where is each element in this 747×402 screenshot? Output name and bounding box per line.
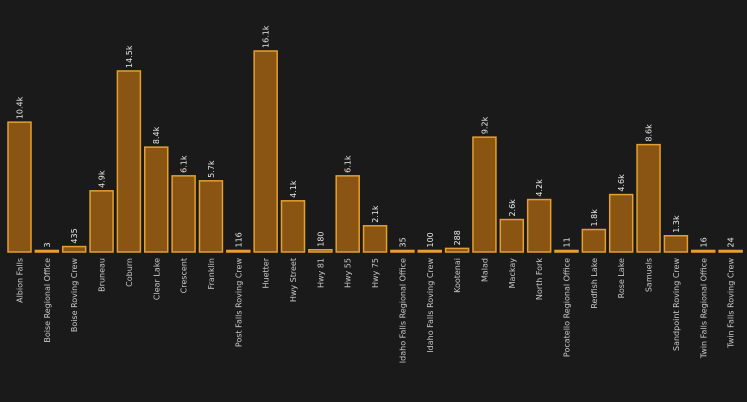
bar — [390, 249, 415, 253]
x-tick-label: Samuels — [645, 258, 654, 292]
value-label: 116 — [234, 232, 243, 247]
bar — [362, 225, 388, 253]
x-tick-label: Idaho Falls Roving Crew — [426, 258, 435, 353]
bar — [335, 175, 360, 253]
bar — [7, 121, 32, 253]
bar — [417, 249, 442, 253]
x-tick-label: Twin Falls Roving Crew — [727, 258, 736, 349]
bar — [608, 193, 634, 253]
x-tick-label: Clear Lake — [152, 258, 161, 300]
x-tick-label: Hwy 75 — [371, 258, 380, 288]
bar — [171, 175, 196, 253]
value-label: 8.6k — [645, 124, 654, 142]
x-tick-label: Malad — [480, 258, 489, 282]
x-tick-label: Bruneau — [98, 258, 107, 292]
x-tick-label: Crescent — [180, 258, 189, 293]
bar — [663, 235, 689, 253]
x-tick-label: Mackay — [508, 258, 517, 289]
bar — [34, 249, 60, 253]
x-tick-label: Albion Falls — [16, 258, 25, 303]
value-label: 435 — [70, 228, 79, 243]
x-tick-label: Sandpoint Roving Crew — [672, 258, 681, 351]
value-label: 9.2k — [480, 116, 489, 134]
bar — [554, 249, 579, 253]
value-label: 1.8k — [590, 209, 599, 227]
x-tick-label: Hwy 81 — [316, 258, 325, 288]
x-tick-label: North Fork — [535, 258, 544, 300]
value-label: 24 — [727, 237, 736, 247]
value-label: 11 — [563, 237, 572, 247]
value-label: 2.1k — [371, 205, 380, 223]
x-tick-label: Boise Regional Office — [43, 258, 52, 343]
bar — [144, 146, 169, 253]
x-tick-label: Franklin — [207, 258, 216, 289]
x-tick-label: Boise Roving Crew — [70, 258, 79, 333]
x-tick-label: Twin Falls Regional Office — [699, 258, 708, 359]
value-label: 6.1k — [180, 155, 189, 173]
x-tick-label: Hwy 55 — [344, 258, 353, 288]
x-tick-label: Rose Lake — [617, 258, 626, 298]
bar — [472, 136, 497, 253]
bar — [280, 200, 306, 253]
value-label: 5.7k — [207, 160, 216, 178]
value-label: 100 — [426, 232, 435, 247]
value-label: 14.5k — [125, 45, 134, 68]
bar — [116, 70, 142, 253]
bar — [691, 249, 716, 253]
x-tick-label: Hwy Street — [289, 258, 298, 302]
bar — [61, 245, 87, 253]
value-label: 4.9k — [98, 170, 107, 188]
bar — [226, 249, 251, 253]
value-label: 1.3k — [672, 215, 681, 233]
x-tick-label: Kootenai — [453, 258, 462, 293]
bar — [499, 218, 525, 253]
bar — [444, 247, 470, 253]
x-tick-label: Coburn — [125, 258, 134, 287]
value-label: 4.1k — [289, 180, 298, 198]
value-label: 35 — [398, 237, 407, 247]
bar — [718, 249, 743, 253]
bar — [581, 228, 607, 253]
x-tick-label: Pocatello Regional Office — [563, 258, 572, 357]
value-label: 6.1k — [344, 155, 353, 173]
value-label: 16.1k — [262, 25, 271, 48]
value-label: 3 — [43, 242, 52, 247]
value-label: 4.6k — [617, 174, 626, 192]
bar — [253, 50, 278, 253]
value-label: 8.4k — [152, 126, 161, 144]
x-tick-label: Huetter — [262, 257, 271, 288]
bar — [308, 249, 333, 253]
bar — [89, 190, 114, 253]
value-label: 180 — [316, 231, 325, 246]
x-tick-label: Idaho Falls Regional Office — [398, 258, 407, 363]
x-tick-label: Post Falls Roving Crew — [234, 258, 243, 348]
bar — [636, 143, 661, 253]
value-label: 288 — [453, 230, 462, 245]
value-label: 16 — [699, 237, 708, 247]
x-tick-label: Redfish Lake — [590, 258, 599, 309]
value-label: 2.6k — [508, 199, 517, 217]
bar — [198, 180, 224, 253]
bar — [526, 198, 552, 253]
value-label: 10.4k — [16, 96, 25, 119]
value-label: 4.2k — [535, 179, 544, 197]
